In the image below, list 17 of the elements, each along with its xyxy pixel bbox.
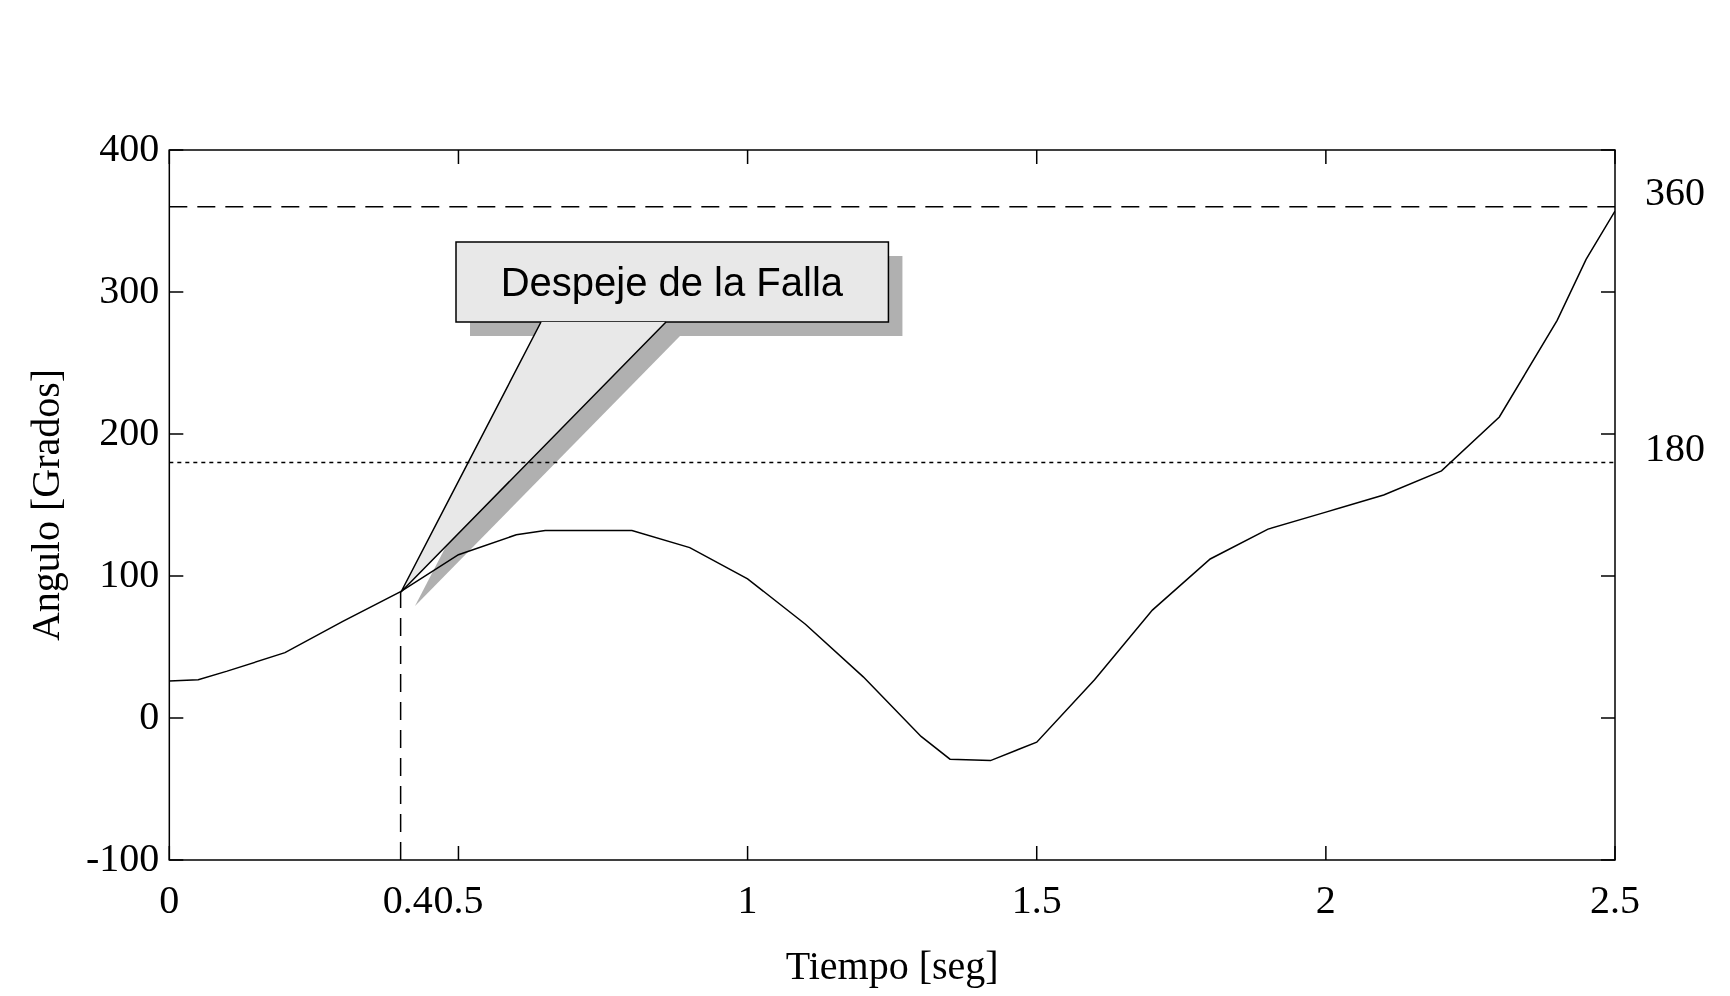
x-tick-label: 0.5 <box>433 876 484 922</box>
y-axis-title: Angulo [Grados] <box>22 368 68 642</box>
x-tick-label: 1 <box>737 876 758 922</box>
y-tick-label: 300 <box>99 266 160 312</box>
ref-line-label: 360 <box>1645 169 1705 215</box>
y-tick-label: 200 <box>99 408 160 454</box>
ref-line-label: 180 <box>1645 424 1705 470</box>
y-tick-label: -100 <box>85 834 160 880</box>
x-tick-label: 1.5 <box>1011 876 1062 922</box>
x-tick-label: 2.5 <box>1590 876 1640 922</box>
annotation: Despeje de la Falla <box>500 259 844 304</box>
ref-line-label: 0.4 <box>382 876 433 922</box>
y-tick-label: 0 <box>139 692 160 738</box>
y-tick-label: 100 <box>99 550 160 596</box>
x-tick-label: 2 <box>1315 876 1336 922</box>
x-axis-title: Tiempo [seg] <box>785 942 999 988</box>
y-tick-label: 400 <box>99 124 160 170</box>
